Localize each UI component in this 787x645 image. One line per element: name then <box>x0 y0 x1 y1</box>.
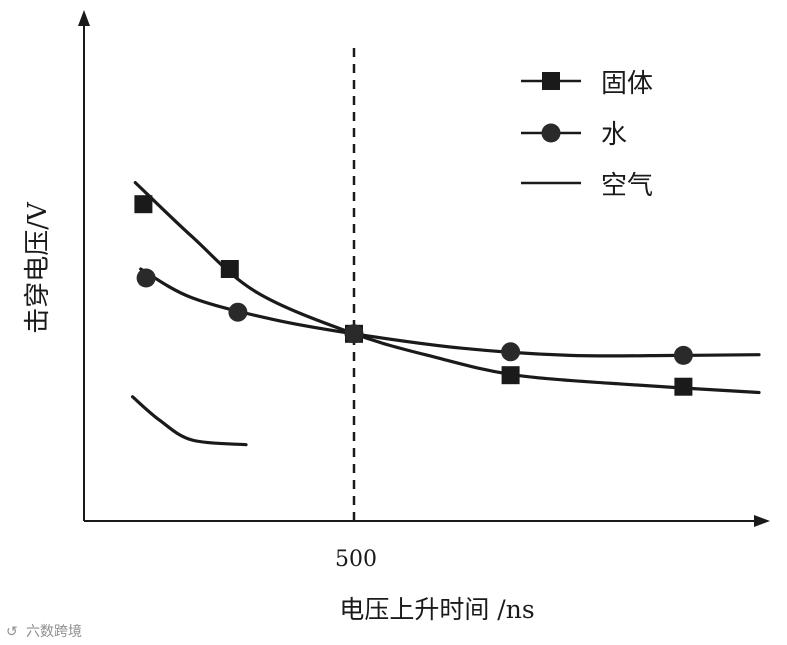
y-axis-arrow <box>78 10 90 26</box>
series-layer <box>131 181 761 447</box>
x-axis-label: 电压上升时间 /ns <box>339 595 534 624</box>
x-tick-label: 500 <box>335 547 377 572</box>
data-point-solid <box>220 260 239 278</box>
data-point-water <box>344 324 364 344</box>
watermark-text: 六数跨境 <box>26 624 82 640</box>
data-point-solid <box>134 195 153 214</box>
legend-marker-water <box>541 123 561 143</box>
data-point-solid <box>674 377 693 396</box>
data-point-water <box>228 302 248 322</box>
legend-label-air: 空气 <box>601 171 653 201</box>
series-line-water <box>139 267 761 358</box>
watermark: ↺ 六数跨境 <box>6 624 82 640</box>
legend-label-water: 水 <box>601 120 627 150</box>
legend-label-solid: 固体 <box>601 69 653 99</box>
axes <box>78 10 770 527</box>
data-point-water <box>673 345 693 365</box>
x-axis-arrow <box>754 515 770 527</box>
data-point-water <box>501 342 521 362</box>
data-point-solid <box>501 366 520 385</box>
legend-marker-solid <box>542 72 560 90</box>
series-line-air <box>131 395 248 447</box>
watermark-icon: ↺ <box>6 624 18 640</box>
legend <box>521 72 581 185</box>
data-point-water <box>136 268 156 288</box>
series-line-solid <box>133 181 761 395</box>
y-axis-label: 击穿电压/V <box>23 201 53 334</box>
